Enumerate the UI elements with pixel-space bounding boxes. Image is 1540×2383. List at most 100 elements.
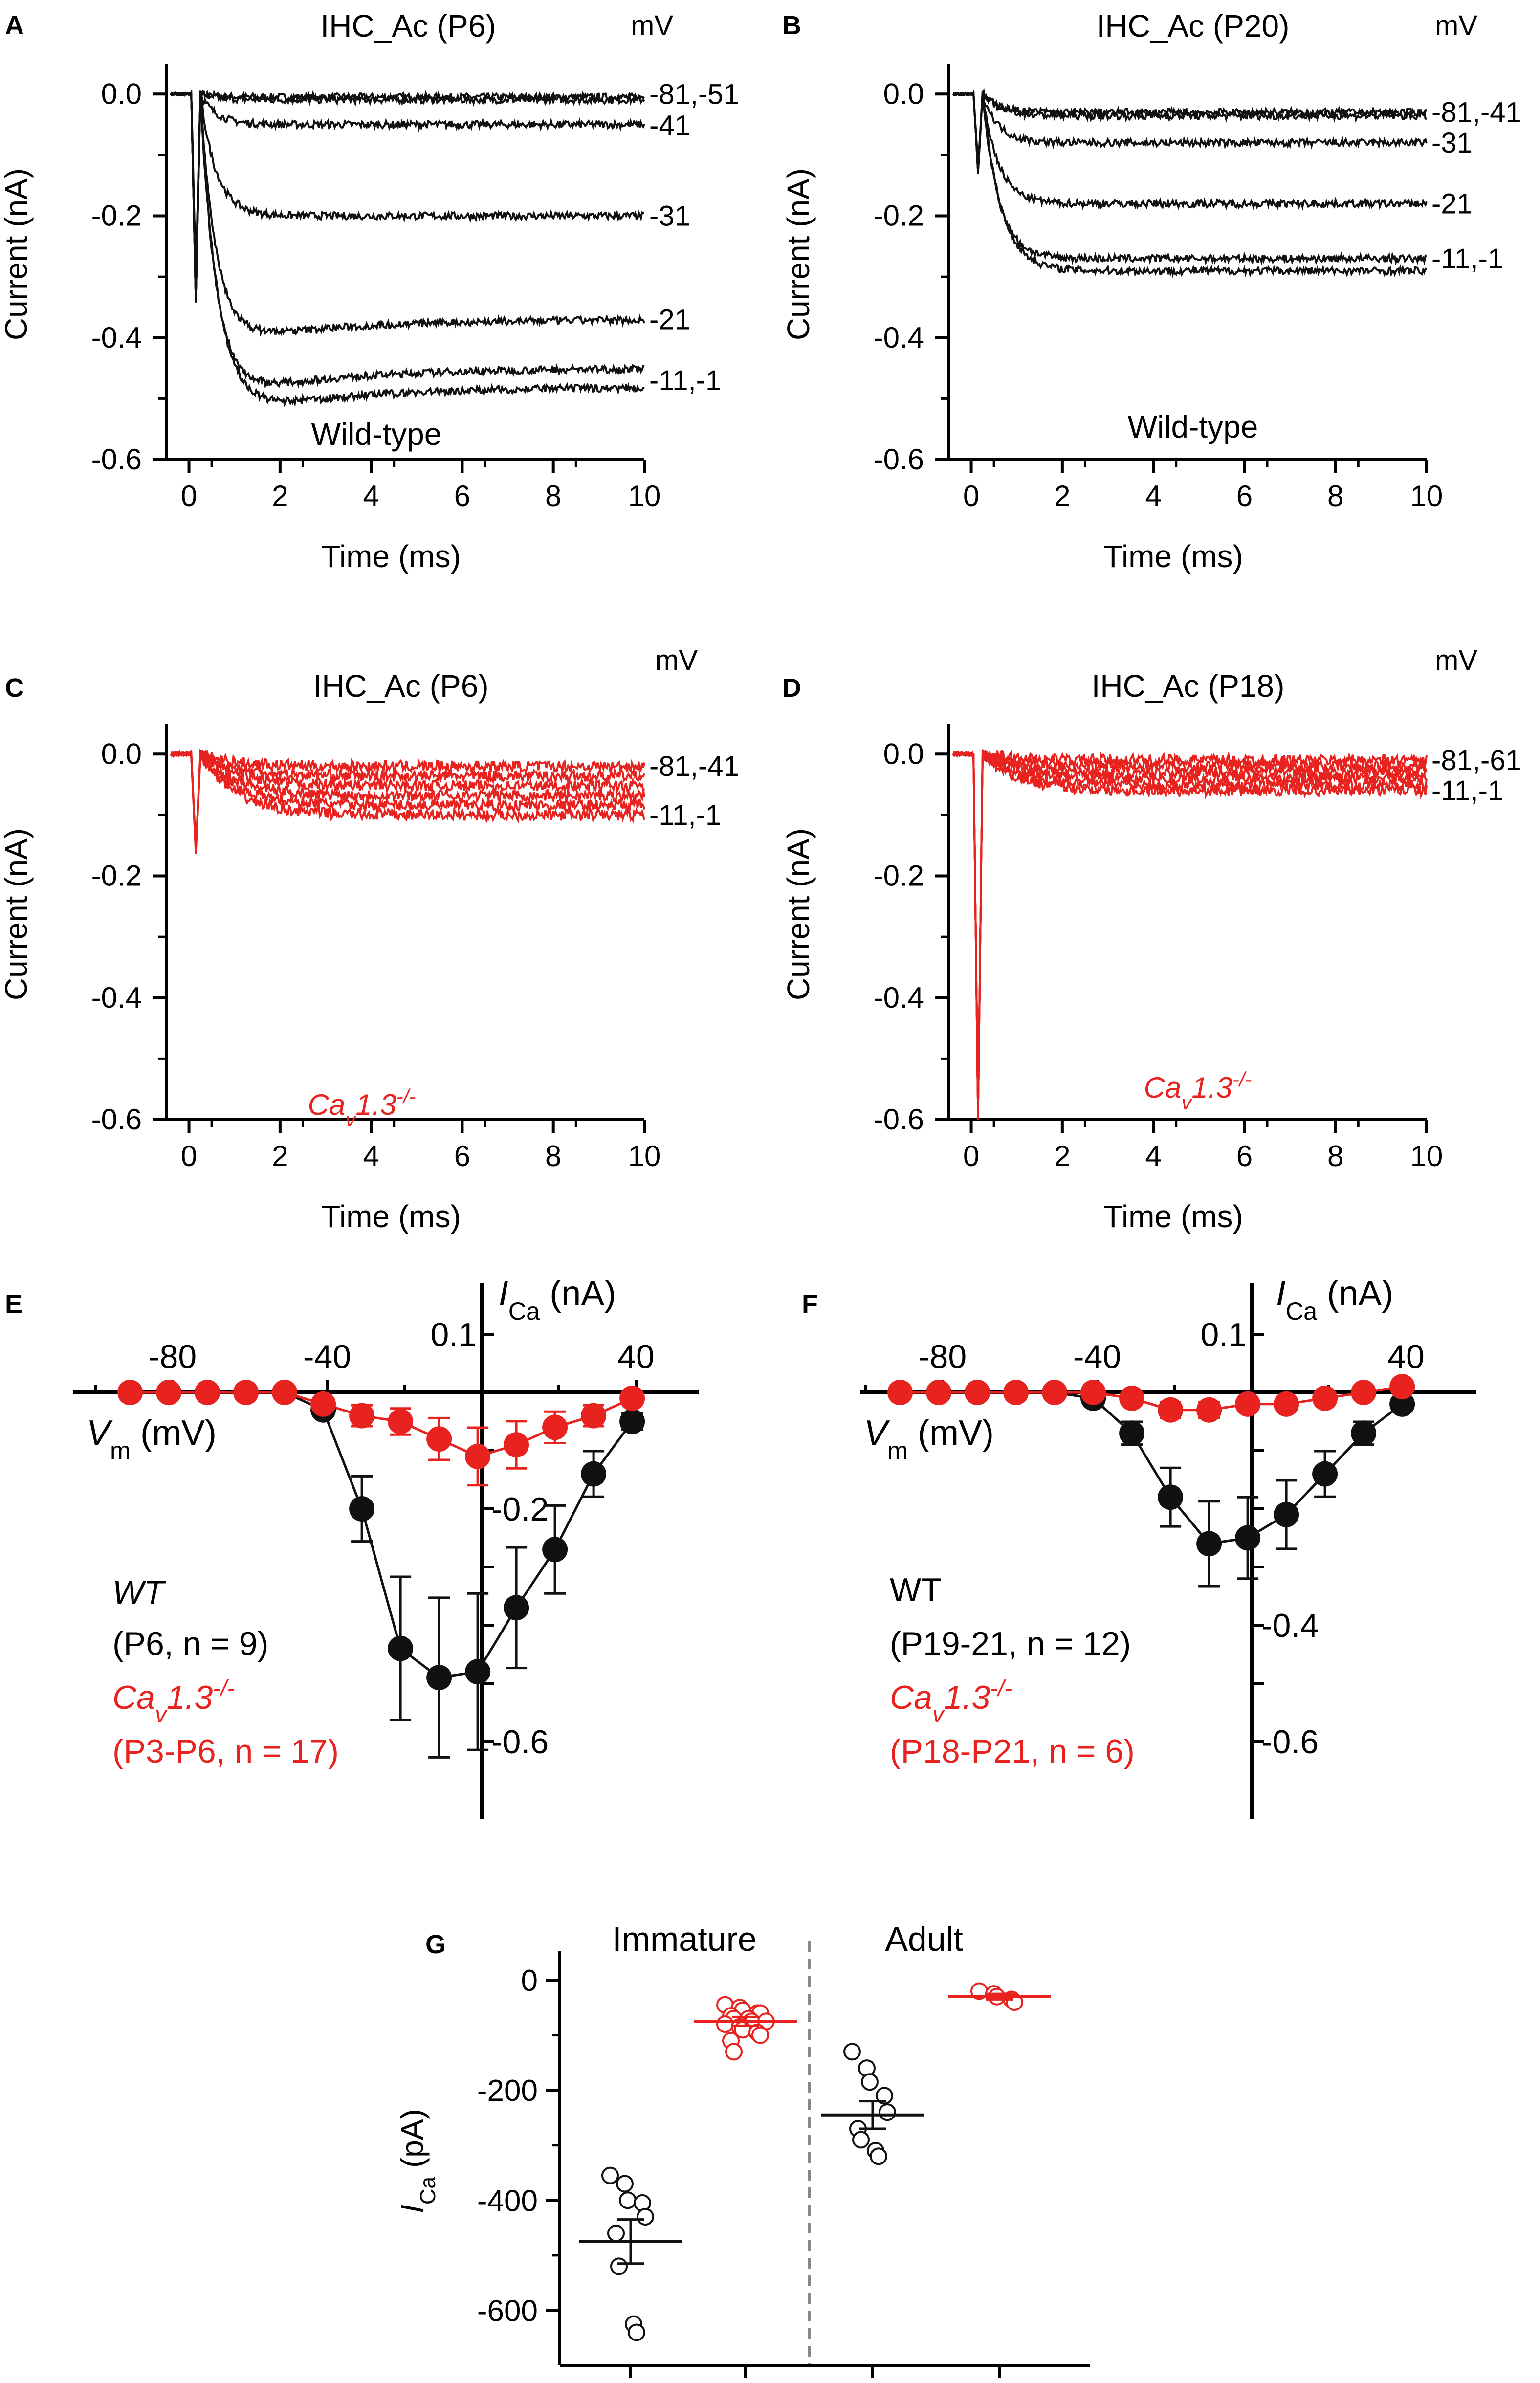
y-tick-label: 0.0 bbox=[101, 737, 142, 770]
series-label: -41 bbox=[649, 110, 690, 142]
y-axis-label: Current (nA) bbox=[781, 168, 816, 340]
x-axis-label: Time (ms) bbox=[321, 539, 461, 574]
wt-point bbox=[349, 1496, 375, 1522]
wt-point bbox=[504, 1595, 529, 1621]
x-category-label: Cav1.3-/- bbox=[686, 2379, 805, 2383]
ko-point bbox=[1312, 1385, 1338, 1411]
x-tick-label: -80 bbox=[919, 1338, 967, 1375]
y-tick-label: -200 bbox=[477, 2074, 538, 2108]
x-tick-label: 4 bbox=[363, 480, 379, 512]
genotype-label: Cav1.3-/- bbox=[308, 1085, 416, 1131]
y-tick-label: -400 bbox=[477, 2184, 538, 2218]
data-point bbox=[879, 2103, 896, 2121]
axes-G: 0-200-400-600WTCav1.3-/-WTCav1.3-/- bbox=[477, 1951, 1090, 2383]
series-label: -81,-61 bbox=[1431, 745, 1521, 776]
panel-G: G Immature Adult ICa (pA) 0-200-400-600W… bbox=[395, 1920, 1090, 2383]
current-trace bbox=[170, 91, 645, 302]
y-axis-label: Current (nA) bbox=[0, 168, 34, 340]
wt-point bbox=[426, 1665, 452, 1691]
y-axis-label: ICa (nA) bbox=[499, 1274, 616, 1325]
legend-wt-label: WT bbox=[890, 1571, 942, 1609]
ko-point bbox=[1274, 1391, 1299, 1417]
series-label: -81,-51 bbox=[649, 78, 739, 110]
axes-A: 0 2 4 6 8 10 0.0 -0.2 -0.4 -0.6 bbox=[91, 64, 661, 512]
legend-wt-detail: (P6, n = 9) bbox=[112, 1625, 268, 1662]
x-tick-label: 8 bbox=[545, 480, 561, 512]
genotype-label: Wild-type bbox=[1128, 409, 1258, 444]
y-tick-label: 0.0 bbox=[883, 77, 924, 110]
ko-point bbox=[581, 1403, 607, 1429]
x-tick-label: 0 bbox=[963, 1140, 979, 1172]
series-labels-A: -81,-51-41 -31 -21 -11,-1 bbox=[649, 78, 739, 397]
panel-letter-F: F bbox=[802, 1289, 818, 1319]
x-category-label: Cav1.3-/- bbox=[941, 2379, 1059, 2383]
ko-point bbox=[388, 1409, 414, 1434]
series-label: -21 bbox=[1431, 188, 1473, 220]
wt-point bbox=[388, 1635, 414, 1661]
ko-point bbox=[1119, 1385, 1145, 1411]
x-axis-label: Vm (mV) bbox=[864, 1413, 994, 1464]
panel-letter-B: B bbox=[782, 11, 801, 40]
current-trace bbox=[170, 91, 644, 302]
data-point bbox=[861, 2073, 879, 2091]
current-trace bbox=[952, 91, 1428, 211]
data-point bbox=[716, 2015, 734, 2033]
current-trace bbox=[171, 90, 645, 277]
ko-point bbox=[117, 1380, 143, 1405]
current-trace bbox=[170, 91, 645, 407]
y-tick-label: -0.6 bbox=[91, 443, 142, 476]
panel-B: B IHC_Ac (P20) mV 0 2 4 6 8 10 0.0 -0.2 -0.4 -0.6… bbox=[781, 8, 1521, 574]
ko-point bbox=[233, 1380, 259, 1405]
ko-point bbox=[272, 1380, 298, 1405]
trace-title: IHC_Ac (P20) bbox=[1097, 8, 1290, 44]
wt-point bbox=[619, 1409, 645, 1434]
data-point bbox=[852, 2131, 870, 2149]
y-tick-label: 0.0 bbox=[883, 737, 924, 770]
wt-point bbox=[1235, 1525, 1261, 1551]
traces-B bbox=[952, 88, 1428, 278]
x-tick-label: -40 bbox=[303, 1338, 351, 1375]
units-label: mV bbox=[655, 644, 698, 676]
group-label-immature: Immature bbox=[612, 1920, 757, 1958]
ko-point bbox=[195, 1380, 220, 1405]
x-tick-label: 40 bbox=[1387, 1338, 1425, 1375]
x-tick-label: 6 bbox=[454, 1140, 470, 1172]
iv-plot-E bbox=[117, 1380, 645, 1759]
wt-point bbox=[465, 1659, 491, 1685]
current-trace bbox=[953, 91, 1427, 278]
y-tick-label: 0.1 bbox=[430, 1316, 477, 1353]
trace-title: IHC_Ac (P6) bbox=[320, 8, 496, 44]
panel-D: D IHC_Ac (P18) mV 0 2 4 6 8 10 0.0 -0.2 -0.4 -0.6… bbox=[781, 644, 1521, 1234]
y-tick-label: 0.1 bbox=[1200, 1316, 1247, 1353]
y-tick-label: -0.6 bbox=[1261, 1723, 1319, 1761]
ko-point bbox=[1080, 1380, 1106, 1405]
y-tick-label: 0.0 bbox=[101, 77, 142, 110]
group-label-adult: Adult bbox=[885, 1920, 963, 1958]
x-tick-label: 10 bbox=[628, 480, 661, 512]
data-point bbox=[637, 2208, 654, 2226]
current-trace bbox=[952, 748, 1427, 1120]
y-tick-label: -0.6 bbox=[91, 1103, 142, 1136]
wt-point bbox=[1158, 1484, 1184, 1510]
x-tick-label: 10 bbox=[1410, 1140, 1443, 1172]
data-point bbox=[616, 2175, 634, 2193]
x-tick-label: -40 bbox=[1073, 1338, 1121, 1375]
x-axis-label: Time (ms) bbox=[321, 1199, 461, 1234]
ko-point bbox=[426, 1426, 452, 1452]
traces-C bbox=[170, 749, 645, 854]
panel-A: A IHC_Ac (P6) mV 0 2 4 6 8 100.0-0.2-0.4-0.6 … bbox=[0, 8, 739, 574]
x-tick-label: -80 bbox=[149, 1338, 197, 1375]
ko-point bbox=[887, 1380, 913, 1405]
current-trace bbox=[170, 749, 645, 852]
panel-letter-D: D bbox=[782, 673, 801, 703]
x-tick-label: 2 bbox=[1054, 480, 1070, 512]
data-point bbox=[751, 2026, 769, 2044]
current-trace bbox=[170, 89, 645, 337]
units-label: mV bbox=[1435, 10, 1477, 42]
current-trace bbox=[170, 90, 645, 389]
y-tick-label: -0.2 bbox=[491, 1491, 549, 1528]
series-label: -31 bbox=[649, 200, 690, 232]
ko-point bbox=[619, 1385, 645, 1411]
ko-point bbox=[349, 1403, 375, 1429]
